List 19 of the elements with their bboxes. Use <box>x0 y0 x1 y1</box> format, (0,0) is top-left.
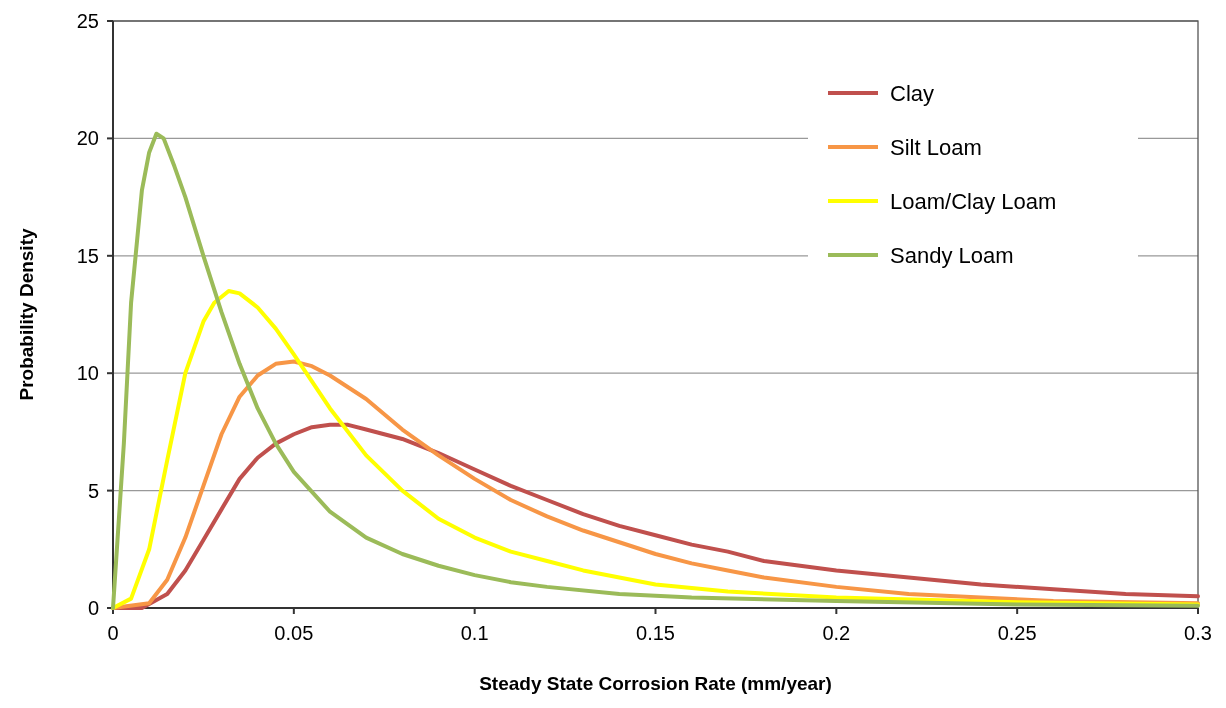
x-tick-label: 0.25 <box>997 622 1037 644</box>
legend-label: Sandy Loam <box>890 242 1014 268</box>
y-tick-label: 0 <box>87 597 99 619</box>
x-tick-label: 0.05 <box>274 622 314 644</box>
x-tick-label: 0 <box>107 622 119 644</box>
x-tick-label: 0.2 <box>822 622 851 644</box>
y-tick-label: 20 <box>76 127 99 150</box>
y-tick-label: 15 <box>76 244 99 267</box>
y-axis-title: Probability Density <box>16 228 37 401</box>
legend-label: Silt Loam <box>890 134 982 160</box>
y-tick-label: 5 <box>87 479 99 502</box>
y-tick-label: 25 <box>76 10 99 32</box>
x-tick-label: 0.1 <box>460 622 489 644</box>
legend-label: Clay <box>890 80 935 106</box>
y-tick-label: 10 <box>76 362 99 385</box>
x-tick-label: 0.15 <box>636 622 675 644</box>
legend-label: Loam/Clay Loam <box>890 188 1057 214</box>
x-axis-title: Steady State Corrosion Rate (mm/year) <box>479 673 832 694</box>
x-tick-label: 0.3 <box>1184 622 1212 644</box>
